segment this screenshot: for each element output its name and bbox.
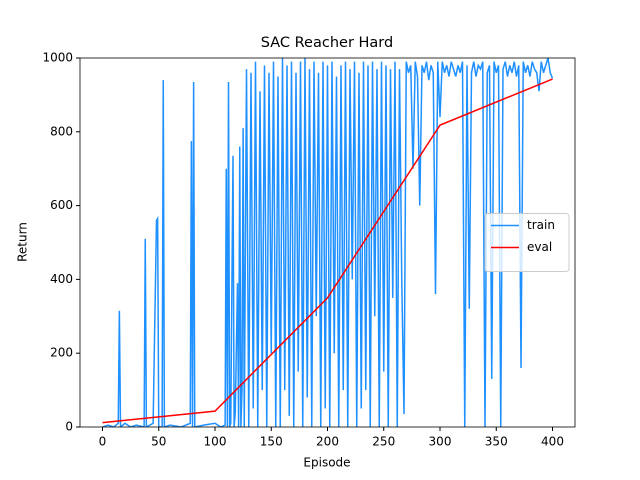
x-axis-label: Episode [303,456,350,470]
x-tick-label: 150 [260,435,283,449]
y-tick-label: 600 [50,198,73,212]
y-axis-label: Return [16,222,30,262]
x-tick-label: 350 [485,435,508,449]
series-line [102,58,554,427]
y-tick-label: 800 [50,124,73,138]
y-tick-label: 400 [50,272,73,286]
y-tick-label: 0 [65,420,73,434]
x-tick-label: 400 [541,435,564,449]
x-tick-label: 0 [99,435,107,449]
series-line [102,78,553,424]
x-tick-label: 200 [316,435,339,449]
x-tick-label: 50 [151,435,166,449]
x-tick-label: 300 [429,435,452,449]
plot-frame [79,57,576,428]
y-tick-label: 200 [50,346,73,360]
legend-label: train [527,218,555,232]
x-tick-label: 100 [204,435,227,449]
legend-label: eval [527,240,552,254]
x-tick-label: 250 [372,435,395,449]
y-tick-label: 1000 [42,51,73,65]
chart-title: SAC Reacher Hard [261,35,393,51]
legend-box [484,213,570,272]
